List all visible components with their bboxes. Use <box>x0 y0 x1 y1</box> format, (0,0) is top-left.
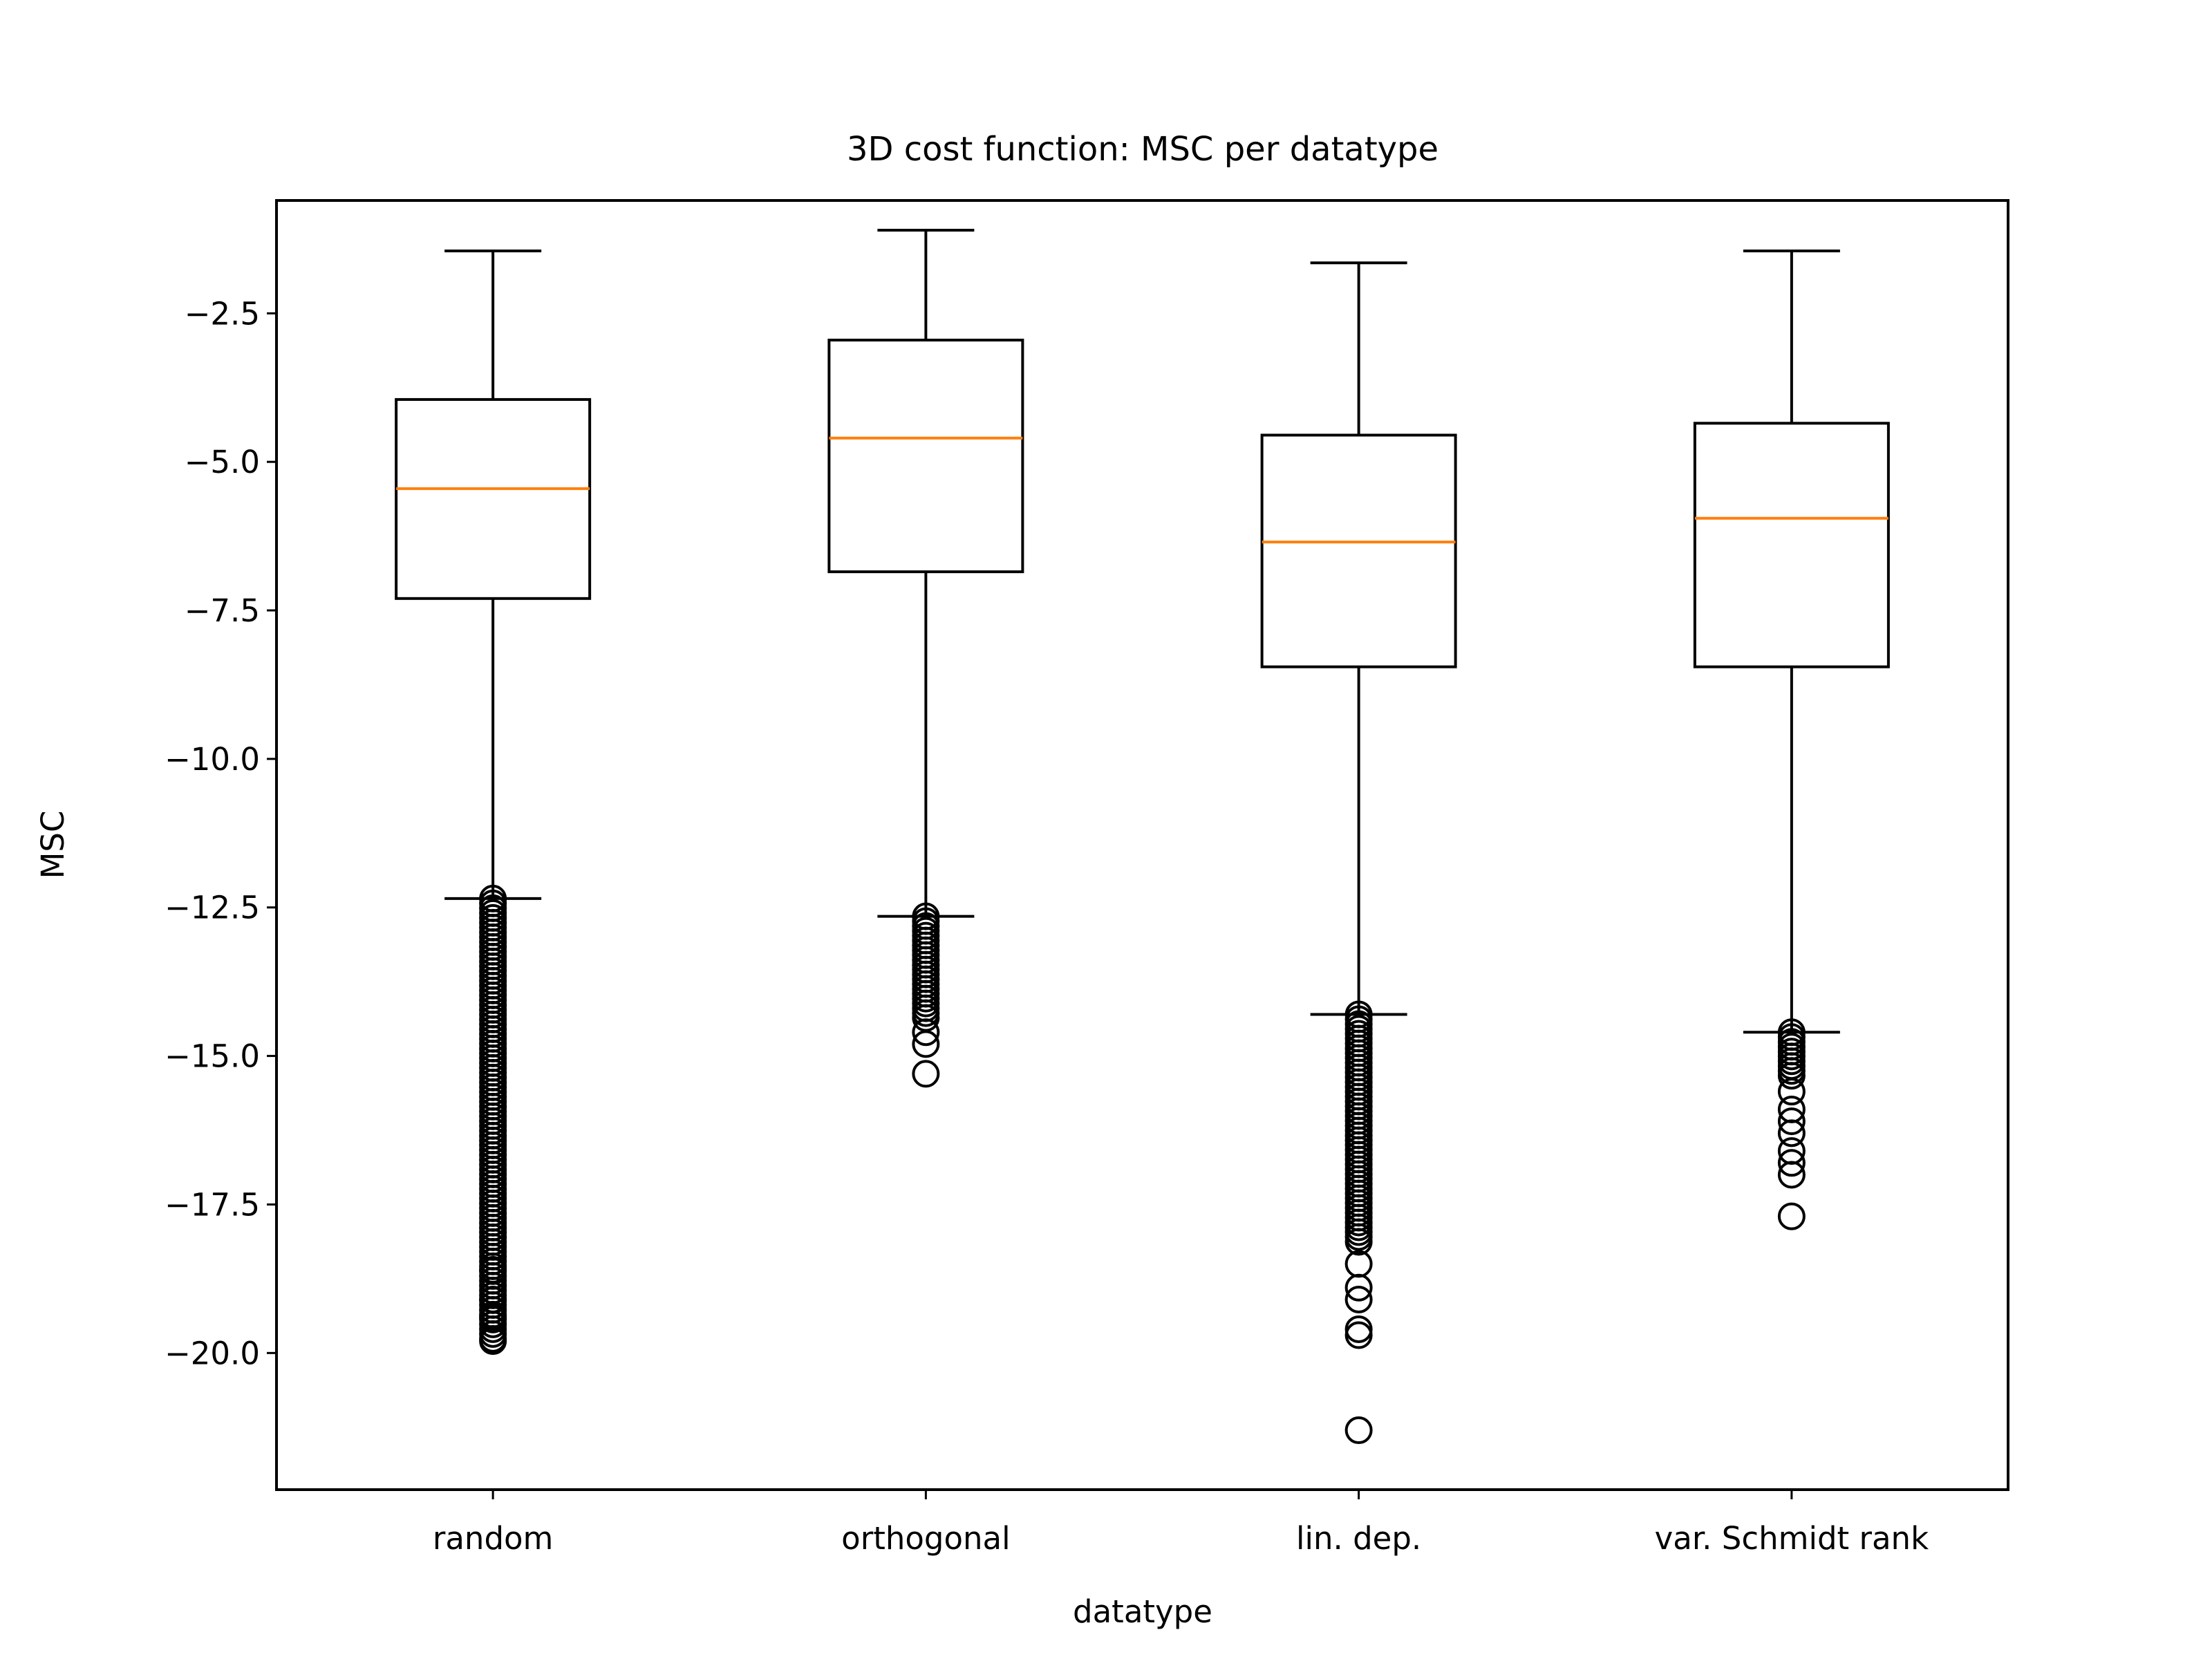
x-tick-label: orthogonal <box>841 1520 1010 1557</box>
outlier-point <box>479 1285 507 1313</box>
outlier-point <box>1777 1062 1806 1090</box>
iqr-box <box>1260 433 1457 668</box>
outlier-point <box>1777 1161 1806 1189</box>
y-axis-label: MSC <box>35 811 71 879</box>
x-axis-label: datatype <box>1073 1593 1212 1630</box>
chart-title: 3D cost function: MSC per datatype <box>847 130 1438 169</box>
plot-frame <box>275 199 2009 1491</box>
y-tick-label: −12.5 <box>165 890 260 926</box>
outlier-point <box>479 1327 507 1356</box>
outlier-point <box>1777 1202 1806 1230</box>
box-group-1 <box>395 250 592 1356</box>
box-group-3 <box>1260 261 1457 1445</box>
x-tick-label: lin. dep. <box>1296 1520 1421 1557</box>
y-tick-label: −20.0 <box>165 1335 260 1371</box>
outlier-point <box>1344 1416 1373 1445</box>
outlier-point <box>479 1256 507 1284</box>
y-tick-label: −2.5 <box>185 295 260 332</box>
outlier-point <box>1344 1228 1373 1256</box>
y-tick-label: −17.5 <box>165 1186 260 1223</box>
iqr-box <box>395 397 592 600</box>
box-group-2 <box>827 228 1024 1088</box>
plot-marks <box>395 228 1890 1445</box>
x-tick-label: var. Schmidt rank <box>1655 1520 1929 1557</box>
outlier-point <box>1344 1321 1373 1349</box>
iqr-box <box>1693 422 1890 668</box>
y-tick-label: −5.0 <box>185 444 260 480</box>
y-tick-label: −10.0 <box>165 741 260 778</box>
y-axis: −2.5 −5.0 −7.5 −10.0 −12.5 −15.0 −17.5 −20.0 <box>165 295 276 1371</box>
outlier-point <box>1777 1078 1806 1106</box>
outlier-point <box>1777 1107 1806 1136</box>
outlier-point <box>912 1030 940 1058</box>
outlier-point <box>1777 1149 1806 1177</box>
outlier-point <box>1344 1285 1373 1313</box>
outlier-point <box>1777 1119 1806 1147</box>
outlier-point <box>912 1060 940 1088</box>
x-tick-label: random <box>433 1520 554 1557</box>
outlier-point <box>912 1018 940 1047</box>
box-group-4 <box>1693 250 1890 1230</box>
x-axis: random orthogonal lin. dep. var. Schmidt ra… <box>433 1490 1929 1557</box>
outlier-point <box>1344 1273 1373 1302</box>
y-tick-label: −7.5 <box>185 592 260 629</box>
iqr-box <box>827 338 1024 574</box>
y-tick-label: −15.0 <box>165 1038 260 1075</box>
